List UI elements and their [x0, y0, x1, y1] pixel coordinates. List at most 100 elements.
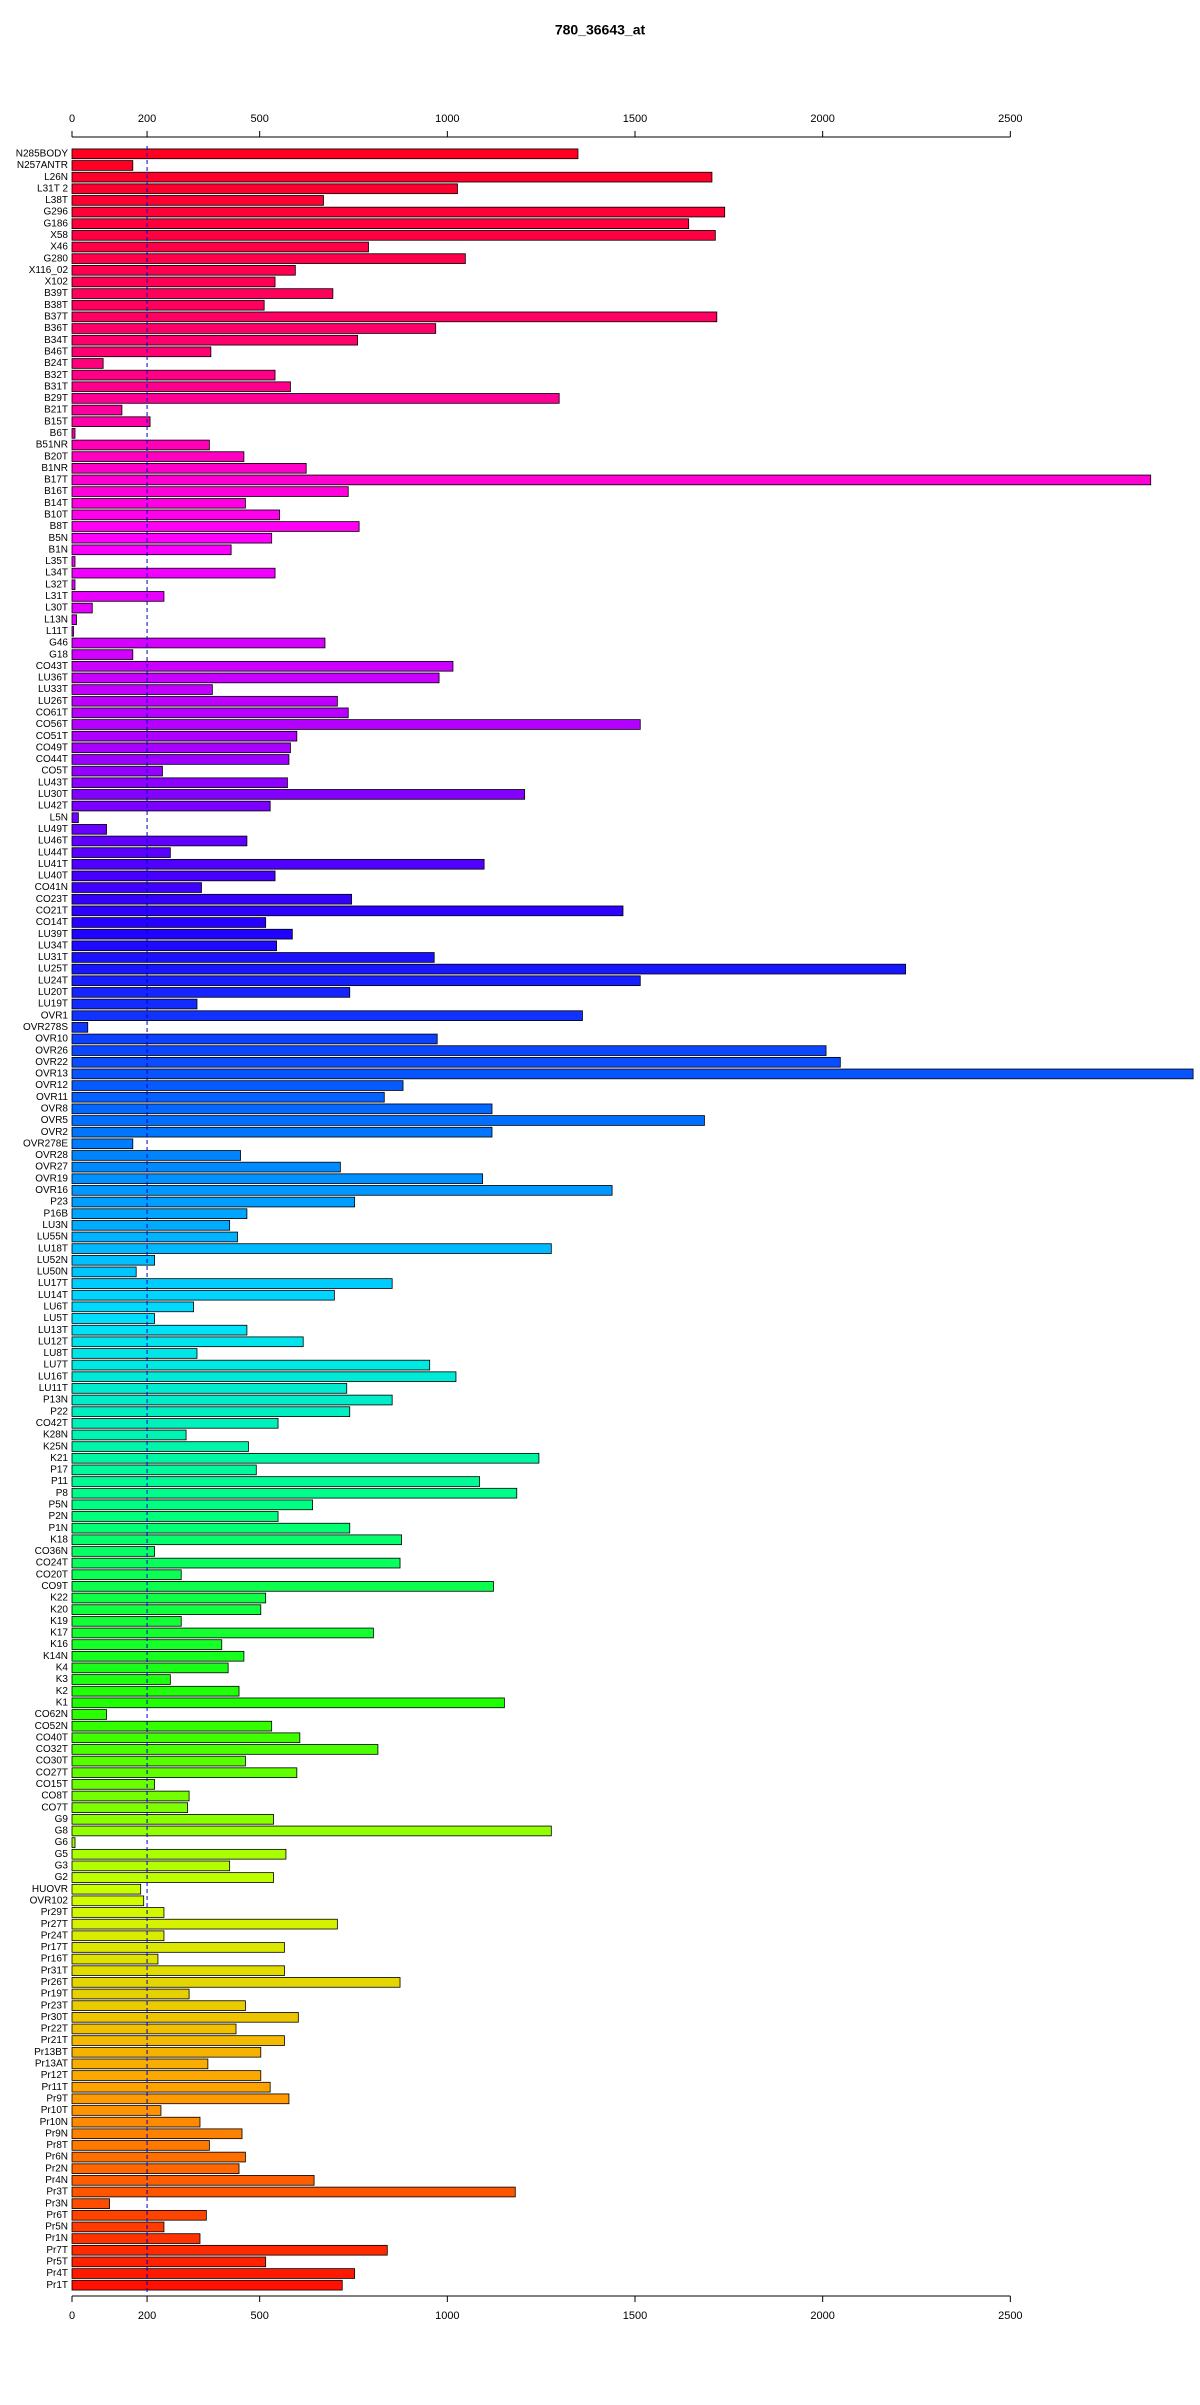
y-tick-label: Pr2N — [45, 2163, 68, 2174]
y-tick-label: K2 — [56, 1686, 69, 1697]
bar — [71, 1534, 402, 1546]
y-tick-label: CO21T — [36, 906, 68, 917]
y-tick-label: LU34T — [38, 940, 68, 951]
bar — [71, 1476, 481, 1487]
y-tick-label: Pr9T — [46, 2093, 68, 2104]
x-tick-label: 500 — [250, 2310, 268, 2322]
bar — [71, 1662, 229, 1674]
y-tick-label: B1NR — [41, 463, 68, 474]
bar — [71, 451, 245, 462]
bar — [71, 1103, 493, 1115]
bar — [71, 1441, 249, 1452]
bar — [71, 183, 458, 195]
x-tick-label: 2000 — [810, 2310, 834, 2322]
bar — [71, 2210, 207, 2221]
y-tick-label: CO27T — [36, 1767, 68, 1778]
bar — [71, 497, 246, 509]
y-tick-label: LU33T — [38, 684, 68, 695]
bar — [71, 1499, 313, 1511]
y-tick-label: Pr17T — [41, 1942, 68, 1953]
x-tick-label: 1000 — [435, 2310, 459, 2322]
bar — [71, 660, 454, 672]
y-tick-label: LU43T — [38, 777, 68, 788]
bar — [71, 416, 151, 427]
bar — [71, 2244, 388, 2256]
y-tick-label: LU30T — [38, 789, 68, 800]
bar — [71, 1487, 518, 1499]
y-tick-label: OVR278S — [23, 1022, 68, 1033]
y-tick-label: LU50N — [37, 1267, 68, 1278]
bar — [71, 462, 307, 474]
y-tick-label: CO14T — [36, 917, 68, 928]
y-tick-label: B37T — [44, 312, 68, 323]
y-tick-label: K17 — [50, 1628, 68, 1639]
bar — [71, 2093, 290, 2105]
bar — [71, 404, 123, 416]
bar — [71, 998, 198, 1010]
y-tick-label: Pr13AT — [35, 2059, 68, 2070]
bar — [71, 1988, 190, 2000]
y-tick-label: LU20T — [38, 987, 68, 998]
y-tick-label: Pr4T — [46, 2268, 68, 2279]
bar — [71, 253, 466, 264]
bar — [71, 1883, 142, 1895]
bar — [71, 334, 359, 346]
y-tick-label: Pr5T — [46, 2257, 68, 2268]
y-tick-label: LU55N — [37, 1232, 68, 1243]
y-tick-label: K21 — [50, 1453, 68, 1464]
y-tick-label: K14N — [43, 1651, 68, 1662]
y-tick-label: LU3N — [42, 1220, 68, 1231]
y-tick-label: CO32T — [36, 1744, 68, 1755]
bar — [71, 1115, 705, 1126]
bar — [71, 626, 74, 637]
y-tick-label: CO5T — [41, 766, 68, 777]
bar — [71, 2256, 267, 2268]
y-tick-label: Pr3T — [46, 2187, 68, 2198]
y-tick-label: L30T — [45, 603, 68, 614]
bar — [71, 1511, 279, 1522]
y-tick-label: OVR19 — [35, 1173, 68, 1184]
y-tick-label: X46 — [50, 242, 68, 253]
y-tick-label: CO36N — [35, 1546, 68, 1557]
y-tick-label: LU44T — [38, 847, 68, 858]
bar — [71, 1732, 301, 1744]
bar — [71, 1674, 171, 1685]
bar — [71, 1254, 155, 1266]
y-tick-label: Pr8T — [46, 2140, 68, 2151]
bar — [71, 1208, 248, 1219]
bar — [71, 171, 713, 183]
bar — [71, 428, 76, 439]
bar — [71, 1709, 107, 1720]
y-tick-label: LU31T — [38, 952, 68, 963]
y-tick-label: P5N — [49, 1499, 68, 1510]
y-tick-label: Pr5N — [45, 2222, 68, 2233]
y-tick-label: G8 — [55, 1826, 69, 1837]
y-tick-label: L31T — [45, 591, 68, 602]
bar — [71, 439, 210, 451]
bar — [71, 1185, 613, 1196]
y-tick-label: K28N — [43, 1430, 68, 1441]
y-tick-label: L34T — [45, 568, 68, 579]
y-tick-label: CO52N — [35, 1721, 68, 1732]
y-tick-label: OVR12 — [35, 1080, 68, 1091]
y-tick-label: CO8T — [41, 1791, 68, 1802]
bar — [71, 1033, 438, 1045]
bar — [71, 1604, 262, 1615]
y-tick-label: CO44T — [36, 754, 68, 765]
bar — [71, 1872, 274, 1883]
x-tick-label: 1500 — [623, 113, 647, 125]
y-tick-label: B6T — [50, 428, 68, 439]
y-tick-label: CO40T — [36, 1732, 68, 1743]
y-tick-label: P2N — [49, 1511, 68, 1522]
y-tick-label: B17T — [44, 475, 68, 486]
y-tick-label: LU18T — [38, 1243, 68, 1254]
bar — [71, 1278, 393, 1289]
y-tick-label: Pr30T — [41, 2012, 68, 2023]
y-tick-label: B51NR — [36, 440, 68, 451]
y-tick-label: X58 — [50, 230, 68, 241]
bar — [71, 1045, 827, 1056]
bar — [71, 556, 76, 567]
y-tick-label: CO15T — [36, 1779, 68, 1790]
y-tick-label: B34T — [44, 335, 68, 346]
y-tick-label: B31T — [44, 381, 68, 392]
